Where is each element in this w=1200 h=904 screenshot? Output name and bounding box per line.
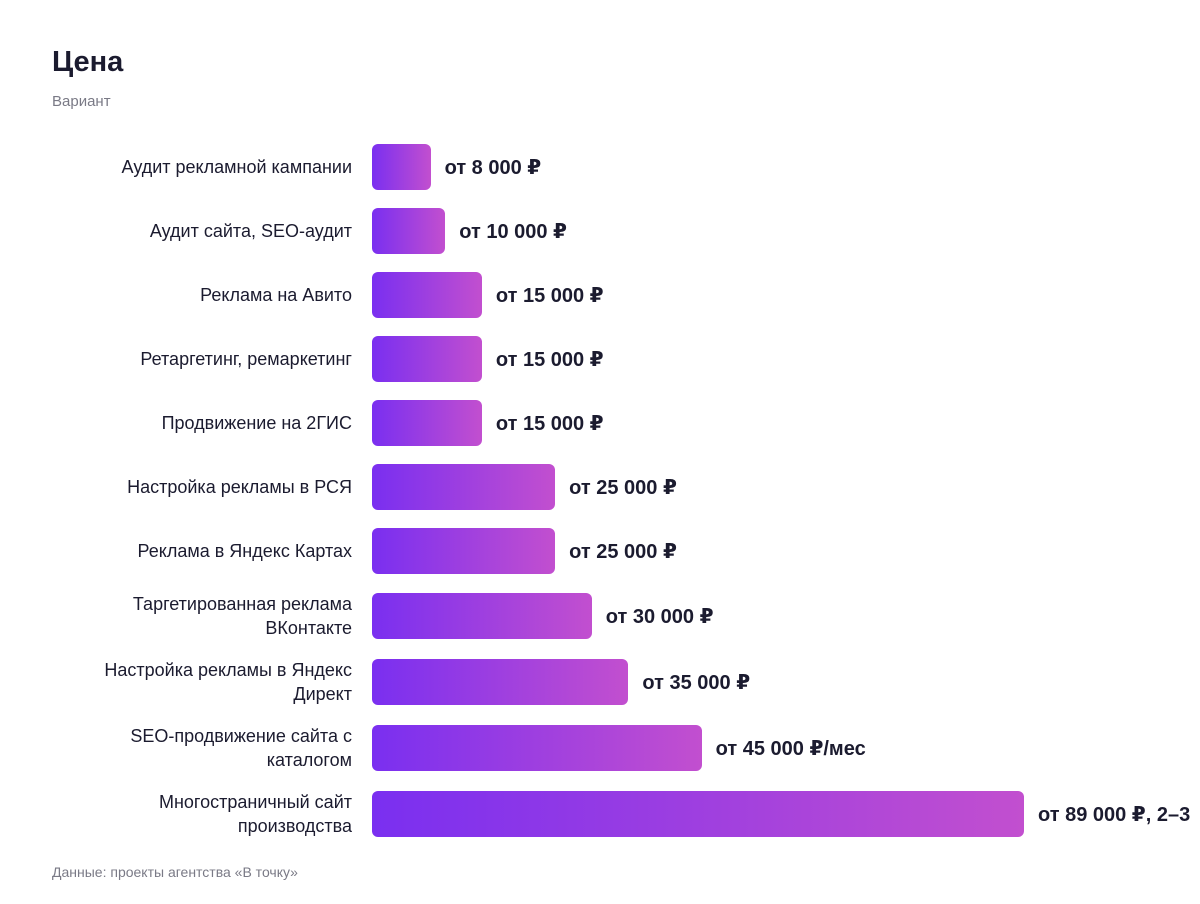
bar xyxy=(372,725,702,771)
category-label: Продвижение на 2ГИС xyxy=(161,413,352,433)
value-label: от 30 000 ₽ xyxy=(605,605,714,628)
value-label: от 15 000 ₽ xyxy=(495,412,604,435)
bar-row: Таргетированная реклама ВКонтакте от 30 0… xyxy=(52,592,1200,640)
bar xyxy=(372,659,629,705)
value-label: от 35 000 ₽ xyxy=(642,671,751,694)
value-label: от 10 000 ₽ xyxy=(459,220,567,243)
bar-row: Многостраничный сайт производства от 89 0… xyxy=(52,790,1200,838)
category-label: Реклама на Авито xyxy=(200,285,352,305)
category-label: Аудит сайта, SEO-аудит xyxy=(149,221,352,241)
value-label: от 89 000 ₽, 2–3 xyxy=(1038,803,1191,826)
bar-row: Настройка рекламы в Яндекс Директ от 35 0… xyxy=(52,658,1200,706)
bar-row: SEO-продвижение сайта с каталогом от 45 0… xyxy=(52,724,1200,772)
bar xyxy=(372,208,446,254)
value-label: от 8 000 ₽ xyxy=(444,156,542,179)
bar-row: Аудит сайта, SEO-аудит от 10 000 ₽ xyxy=(52,208,1200,254)
chart-subtitle: Вариант xyxy=(52,93,111,110)
bar xyxy=(372,593,592,639)
value-label: от 25 000 ₽ xyxy=(569,476,677,499)
bar-row: Ретаргетинг, ремаркетинг от 15 000 ₽ xyxy=(52,336,1200,382)
bar-row: Реклама на Авито от 15 000 ₽ xyxy=(52,272,1200,318)
category-label: Аудит рекламной кампании xyxy=(121,157,352,177)
value-label: от 45 000 ₽/мес xyxy=(715,737,866,760)
bar-row: Настройка рекламы в РСЯ от 25 000 ₽ xyxy=(52,464,1200,510)
bar xyxy=(372,336,482,382)
category-label: Многостраничный сайт производства xyxy=(158,792,352,836)
category-label: Настройка рекламы в Яндекс Директ xyxy=(104,660,352,704)
bar-row: Продвижение на 2ГИС от 15 000 ₽ xyxy=(52,400,1200,446)
category-label: Ретаргетинг, ремаркетинг xyxy=(140,349,352,369)
bar xyxy=(372,144,431,190)
source-note: Данные: проекты агентства «В точку» xyxy=(52,864,298,880)
value-label: от 25 000 ₽ xyxy=(569,540,677,563)
chart-title: Цена xyxy=(52,46,124,78)
value-label: от 15 000 ₽ xyxy=(495,348,604,371)
bar xyxy=(372,464,556,510)
bar xyxy=(372,272,482,318)
value-label: от 15 000 ₽ xyxy=(495,284,604,307)
bars: Аудит рекламной кампании от 8 000 ₽ Аудит … xyxy=(52,144,1200,856)
bar xyxy=(372,400,482,446)
category-label: Таргетированная реклама ВКонтакте xyxy=(132,594,352,638)
category-label: SEO-продвижение сайта с каталогом xyxy=(130,726,352,770)
bar xyxy=(372,791,1024,837)
category-label: Настройка рекламы в РСЯ xyxy=(127,477,352,497)
bar-row: Аудит рекламной кампании от 8 000 ₽ xyxy=(52,144,1200,190)
bar-row: Реклама в Яндекс Картах от 25 000 ₽ xyxy=(52,528,1200,574)
category-label: Реклама в Яндекс Картах xyxy=(137,541,352,561)
bar xyxy=(372,528,556,574)
